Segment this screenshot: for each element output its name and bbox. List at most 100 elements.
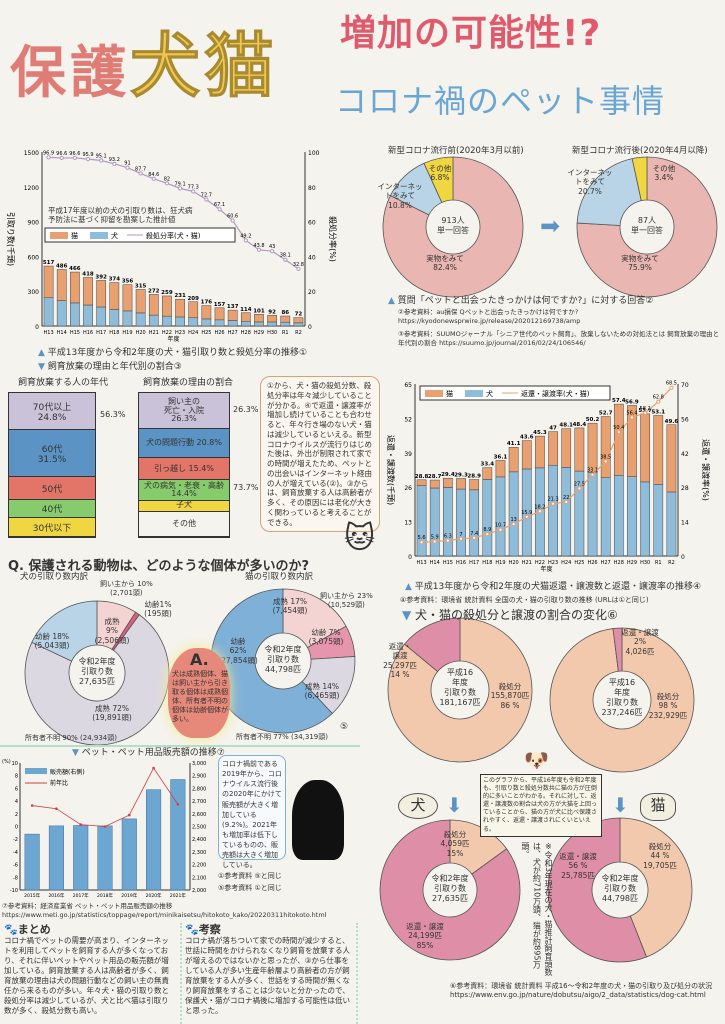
rate-point bbox=[419, 540, 424, 545]
dog-illustration-icon: 🐶 bbox=[524, 748, 549, 772]
y2-tick-label: 2,900 bbox=[192, 774, 206, 780]
bar-cat bbox=[227, 309, 238, 321]
rate-label: 60.6 bbox=[227, 214, 238, 220]
yoy-point bbox=[55, 807, 58, 811]
return-source: ④参考資料：環境省 統計資料 全国の犬・猫の引取り数の推移 (URLは①と同じ) bbox=[400, 596, 649, 604]
summary-section: 🐾まとめ コロナ禍でペットの需要が高まり、インターネットを利用してペットを飼育す… bbox=[4, 923, 174, 1024]
y-tick-label: 39 bbox=[404, 451, 412, 458]
legend-label-dog: 犬 bbox=[486, 389, 493, 398]
donut-slice bbox=[612, 627, 623, 672]
cat-label: 猫 bbox=[640, 793, 676, 821]
dog-label: 犬 bbox=[398, 793, 438, 819]
age-segment: 50代 bbox=[9, 477, 95, 500]
y2-tick-label: 2,200 bbox=[192, 863, 206, 869]
sales-bar bbox=[146, 789, 162, 891]
y2-tick-label: 2,100 bbox=[192, 875, 206, 881]
sales-bar bbox=[24, 833, 40, 891]
rate-point bbox=[577, 486, 582, 491]
legend-swatch-cat bbox=[425, 390, 443, 397]
rate-label: 7.4 bbox=[470, 531, 478, 537]
bar-cat bbox=[640, 413, 650, 483]
donut-slice bbox=[24, 614, 170, 746]
bar-total-label: 101 bbox=[253, 308, 265, 314]
arrow-down-icon: ▼ bbox=[72, 748, 82, 758]
bar-total-label: 517 bbox=[43, 260, 55, 266]
x-tick-label: H24 bbox=[188, 330, 198, 336]
slice-label: その他 6.8% bbox=[428, 164, 452, 183]
yoy-point bbox=[79, 823, 83, 826]
y-tick-label: 13 bbox=[404, 520, 412, 527]
rate-label: 27.5 bbox=[574, 481, 585, 487]
x-tick-label: H23 bbox=[548, 560, 558, 566]
rate-point bbox=[432, 539, 437, 544]
bar-cat bbox=[495, 460, 506, 478]
bar-cat bbox=[548, 431, 558, 466]
dog-h16-donut bbox=[387, 617, 533, 763]
y-tick-label: 26 bbox=[404, 485, 412, 492]
arrow-down-icon: ⬇ bbox=[612, 793, 629, 817]
arrow-up-icon: ▲ bbox=[388, 296, 398, 306]
bar-cat bbox=[96, 280, 107, 308]
reason-segment: 引っ越し 15.4% bbox=[139, 458, 229, 481]
bar-cat bbox=[267, 315, 277, 323]
bar-total-label: 53.1 bbox=[651, 409, 665, 415]
rate-label: 18.2 bbox=[534, 504, 545, 510]
bar-total-label: 33.4 bbox=[481, 462, 495, 468]
y2-tick-label: 2,400 bbox=[192, 837, 206, 843]
summary-title: まとめ bbox=[17, 923, 51, 936]
donut-title: 猫の引取り数内訳 bbox=[245, 572, 314, 582]
bar-cat bbox=[201, 305, 212, 320]
y-axis-label: 引取り数(千頭) bbox=[6, 212, 16, 266]
consider-section: 🐾考察 コロナ禍が落ちついて家での時間が減少すると、世話に時間をかけられなくなり… bbox=[180, 923, 358, 1024]
bar-cat bbox=[482, 467, 493, 480]
bar-dog bbox=[43, 297, 54, 327]
rate-label: 50.4 bbox=[613, 425, 624, 431]
arrow-down-icon: ▼ bbox=[402, 608, 416, 622]
intake-caption: ▲ 平成13年度から令和2年度の犬・猫引取り数と殺処分率の推移① bbox=[38, 348, 307, 359]
title-zouka: 増加の可能性!? bbox=[340, 13, 602, 54]
x-tick-label: H25 bbox=[574, 560, 584, 566]
y-tick-label: -4 bbox=[13, 850, 18, 856]
slice-label: 殺処分 98 % 232,929匹 bbox=[648, 692, 688, 720]
bar-cat bbox=[666, 424, 677, 493]
bar-dog bbox=[469, 489, 480, 557]
bar-cat bbox=[574, 427, 585, 472]
bar-total-label: 176 bbox=[201, 300, 213, 306]
rate-label: 5.9 bbox=[431, 535, 439, 541]
rate-label: 95.1 bbox=[96, 154, 107, 160]
rate-label: 96.9 bbox=[43, 150, 54, 156]
kill-title: 犬・猫の殺処分と譲渡の割合の変化⑥ bbox=[415, 608, 618, 622]
yoy-point bbox=[127, 813, 131, 817]
ref-small-1: ①参考資料 ⑤と同じ bbox=[218, 872, 282, 880]
x-axis-label: 年度 bbox=[167, 335, 179, 343]
bar-total-label: 272 bbox=[148, 288, 160, 294]
y-tick-label: 1200 bbox=[24, 185, 39, 192]
bar-total-label: 418 bbox=[82, 272, 94, 278]
x-tick-label: H23 bbox=[175, 330, 185, 336]
question-heading: Q. 保護される動物は、どのような個体が多いのか? bbox=[8, 559, 310, 574]
y2-tick-label: 2,500 bbox=[192, 825, 206, 831]
bar-cat bbox=[469, 479, 480, 491]
bar-cat bbox=[43, 265, 54, 298]
donut-slice bbox=[576, 158, 642, 226]
bar-cat bbox=[214, 307, 225, 321]
intake-chart: 0 20 40 60 80 100 0 300 600 900 1200 1500 517 H13 486 H… bbox=[6, 150, 338, 343]
legend-label-rate: 殺処分率(犬・猫) bbox=[146, 231, 201, 240]
legend-swatch-dog bbox=[465, 390, 483, 397]
rate-label: 87.7 bbox=[135, 166, 146, 172]
rate-point bbox=[458, 536, 464, 541]
rate-point bbox=[164, 181, 170, 186]
rate-label: 22 bbox=[563, 495, 569, 501]
x-tick-label: H21 bbox=[522, 560, 532, 566]
y-tick-label: 600 bbox=[28, 254, 40, 261]
bar-dog bbox=[561, 467, 572, 557]
x-tick-label: H13 bbox=[417, 560, 427, 566]
reason-segment: 飼い主の 死亡・入院 26.3% bbox=[139, 393, 229, 430]
rate-point bbox=[616, 430, 621, 435]
bar-dog bbox=[495, 476, 506, 557]
x-tick-label: H28 bbox=[614, 560, 624, 566]
y-axis-label: 返還・譲渡数(千頭) bbox=[386, 435, 396, 505]
y2-tick-label: 2,600 bbox=[192, 812, 206, 818]
legend-label-dog: 犬 bbox=[111, 231, 118, 240]
x-tick-label: H26 bbox=[587, 560, 597, 566]
